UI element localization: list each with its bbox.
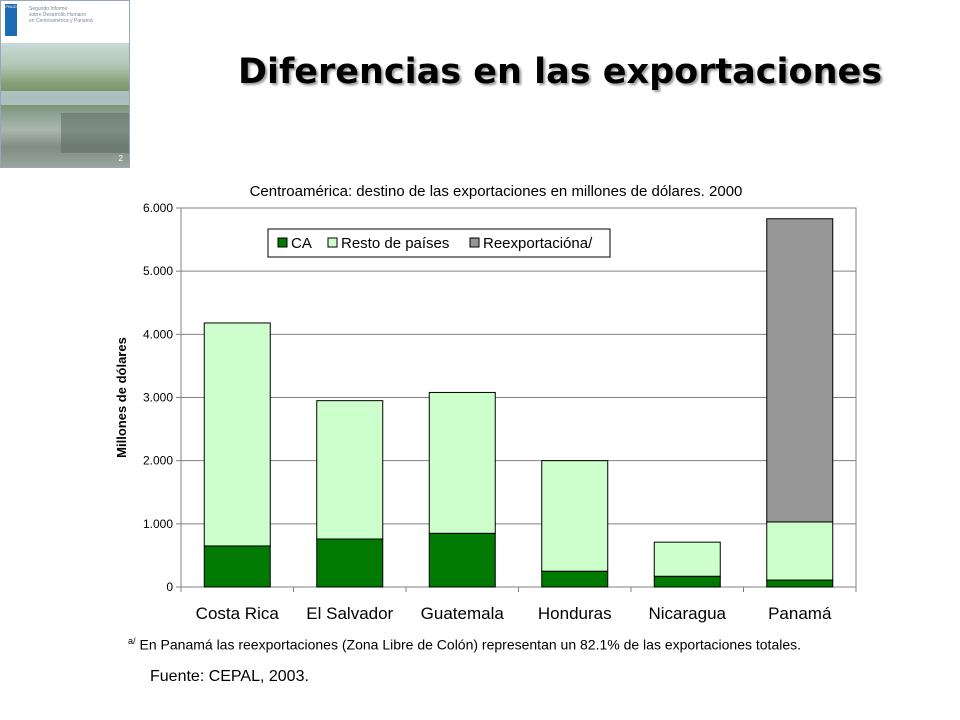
stacked-bar-chart: Centroamérica: destino de las exportacio… <box>114 183 857 623</box>
bar-restodepases <box>316 400 384 540</box>
slide-title: Diferencias en las exportaciones <box>238 52 883 92</box>
bar-ca <box>653 575 721 588</box>
legend-swatch <box>277 237 288 248</box>
legend-label: CA <box>291 235 312 252</box>
bar-ca <box>541 570 609 588</box>
y-tick-label: 1.000 <box>143 517 173 531</box>
cover-photo-water <box>1 91 129 105</box>
source-note: Fuente: CEPAL, 2003. <box>150 668 309 685</box>
footnote-marker: a/ <box>128 636 136 646</box>
legend-swatch <box>327 237 338 248</box>
footnote: a/En Panamá las reexportaciones (Zona Li… <box>128 636 801 653</box>
y-axis-label: Millones de dólares <box>114 337 129 458</box>
bar-ca <box>766 579 834 588</box>
x-tick-label: Panamá <box>768 604 832 623</box>
x-tick-label: Guatemala <box>421 604 505 623</box>
cover-text: Segundo Informe sobre Desarrollo Humano … <box>29 6 125 24</box>
bar-ca <box>428 532 496 588</box>
x-tick-label: El Salvador <box>306 604 393 623</box>
x-tick-label: Costa Rica <box>196 604 280 623</box>
legend-box <box>267 228 611 258</box>
bar-restodepases <box>203 322 271 547</box>
y-tick-label: 3.000 <box>143 391 173 405</box>
cover-text-line: sobre Desarrollo Humano <box>29 12 86 18</box>
x-tick-label: Nicaragua <box>649 604 727 623</box>
y-tick-label: 0 <box>166 580 173 594</box>
bar-restodepases <box>541 460 609 572</box>
cover-page-number: 2 <box>118 154 123 163</box>
y-tick-label: 6.000 <box>143 201 173 215</box>
legend-swatch <box>469 237 480 248</box>
bar-restodepases <box>653 541 721 577</box>
cover-photo <box>1 43 129 167</box>
x-tick-label: Honduras <box>538 604 612 623</box>
legend-label: Resto de países <box>341 235 449 252</box>
cover-text-line: en Centroamérica y Panamá <box>29 18 93 24</box>
cover-header: PNUD Segundo Informe sobre Desarrollo Hu… <box>1 1 129 43</box>
bar-restodepases <box>428 391 496 534</box>
report-cover-thumbnail: PNUD Segundo Informe sobre Desarrollo Hu… <box>0 0 130 168</box>
y-tick-label: 2.000 <box>143 454 173 468</box>
bar-restodepases <box>766 521 834 581</box>
y-tick-label: 5.000 <box>143 264 173 278</box>
undp-logo: PNUD <box>5 4 17 36</box>
bar-ca <box>316 538 384 588</box>
footnote-text: En Panamá las reexportaciones (Zona Libr… <box>139 636 802 653</box>
bar-reexportacina <box>766 218 834 523</box>
legend-label: Reexportacióna/ <box>483 235 593 252</box>
y-tick-label: 4.000 <box>143 327 173 341</box>
cover-text-line: Segundo Informe <box>29 6 68 12</box>
cover-photo-shadow <box>61 113 129 153</box>
chart-title: Centroamérica: destino de las exportacio… <box>250 183 743 200</box>
bar-ca <box>203 545 271 588</box>
